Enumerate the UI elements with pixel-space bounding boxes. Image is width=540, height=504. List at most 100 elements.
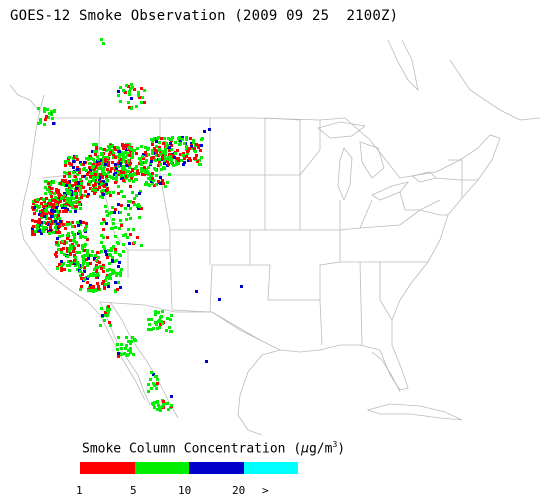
smoke-pixel: [120, 158, 123, 161]
smoke-pixel: [98, 186, 101, 189]
smoke-pixel: [68, 184, 71, 187]
smoke-pixel: [165, 142, 168, 145]
smoke-pixel: [66, 234, 69, 237]
smoke-pixel: [72, 250, 75, 253]
smoke-pixel: [54, 218, 57, 221]
smoke-pixel: [132, 353, 135, 356]
smoke-pixel: [116, 272, 119, 275]
smoke-pixel: [119, 219, 122, 222]
smoke-pixel: [156, 327, 159, 330]
smoke-pixel: [164, 157, 167, 160]
smoke-pixel: [118, 160, 121, 163]
smoke-pixel: [180, 159, 183, 162]
smoke-pixel: [105, 253, 108, 256]
smoke-pixel: [113, 146, 116, 149]
smoke-pixel: [103, 189, 106, 192]
smoke-pixel: [71, 184, 74, 187]
smoke-pixel: [87, 193, 90, 196]
smoke-pixel: [152, 382, 155, 385]
smoke-pixel: [153, 184, 156, 187]
smoke-pixel: [190, 145, 193, 148]
smoke-pixel: [147, 177, 150, 180]
smoke-pixel: [102, 280, 105, 283]
smoke-pixel: [115, 174, 118, 177]
smoke-pixel: [161, 310, 164, 313]
smoke-pixel: [153, 384, 156, 387]
smoke-pixel: [44, 192, 47, 195]
smoke-pixel: [98, 178, 101, 181]
smoke-pixel: [105, 222, 108, 225]
smoke-pixel: [140, 167, 143, 170]
smoke-pixel: [163, 162, 166, 165]
smoke-pixel: [43, 215, 46, 218]
smoke-pixel: [169, 318, 172, 321]
smoke-pixel: [106, 314, 109, 317]
smoke-pixel: [200, 156, 203, 159]
smoke-pixel: [84, 243, 87, 246]
smoke-pixel: [100, 190, 103, 193]
smoke-pixel: [97, 167, 100, 170]
smoke-pixel: [102, 159, 105, 162]
smoke-pixel: [125, 175, 128, 178]
smoke-pixel: [142, 169, 145, 172]
smoke-pixel: [64, 205, 67, 208]
smoke-pixel: [108, 153, 111, 156]
smoke-pixel: [152, 327, 155, 330]
smoke-pixel: [72, 201, 75, 204]
smoke-pixel: [77, 232, 80, 235]
smoke-pixel: [155, 387, 158, 390]
smoke-pixel: [61, 179, 64, 182]
smoke-pixel: [139, 160, 142, 163]
smoke-pixel: [129, 342, 132, 345]
smoke-pixel: [147, 383, 150, 386]
smoke-pixel: [92, 143, 95, 146]
smoke-pixel: [93, 268, 96, 271]
smoke-pixel: [114, 156, 117, 159]
smoke-pixel: [121, 143, 124, 146]
smoke-pixel: [140, 244, 143, 247]
smoke-pixel: [81, 194, 84, 197]
smoke-pixel: [117, 173, 120, 176]
smoke-pixel: [54, 226, 57, 229]
smoke-pixel: [57, 248, 60, 251]
smoke-pixel: [112, 245, 115, 248]
smoke-pixel: [185, 138, 188, 141]
smoke-pixel: [119, 170, 122, 173]
smoke-pixel: [63, 253, 66, 256]
smoke-pixel: [78, 197, 81, 200]
smoke-pixel: [166, 160, 169, 163]
smoke-pixel: [149, 378, 152, 381]
smoke-pixel: [92, 158, 95, 161]
smoke-pixel: [91, 250, 94, 253]
florida-coast: [371, 351, 401, 393]
smoke-pixel: [106, 274, 109, 277]
smoke-pixel: [60, 265, 63, 268]
smoke-pixel: [98, 175, 101, 178]
smoke-pixel: [141, 96, 144, 99]
smoke-pixel: [120, 190, 123, 193]
smoke-pixel: [85, 258, 88, 261]
smoke-pixel: [95, 150, 98, 153]
smoke-pixel: [91, 166, 94, 169]
smoke-pixel: [64, 209, 67, 212]
smoke-pixel: [77, 263, 80, 266]
smoke-pixel: [106, 309, 109, 312]
smoke-pixel: [126, 164, 129, 167]
smoke-pixel: [106, 236, 109, 239]
smoke-pixel: [110, 247, 113, 250]
smoke-pixel: [92, 173, 95, 176]
smoke-pixel: [103, 319, 106, 322]
smoke-pixel: [48, 205, 51, 208]
smoke-pixel: [117, 165, 120, 168]
smoke-pixel: [72, 160, 75, 163]
smoke-pixel: [104, 205, 107, 208]
smoke-pixel: [157, 154, 160, 157]
smoke-pixel: [153, 147, 156, 150]
smoke-pixel: [95, 264, 98, 267]
smoke-pixel: [94, 173, 97, 176]
smoke-pixel: [98, 183, 101, 186]
smoke-pixel: [51, 210, 54, 213]
smoke-pixel: [140, 207, 143, 210]
smoke-pixel: [122, 89, 125, 92]
smoke-pixel: [176, 157, 179, 160]
